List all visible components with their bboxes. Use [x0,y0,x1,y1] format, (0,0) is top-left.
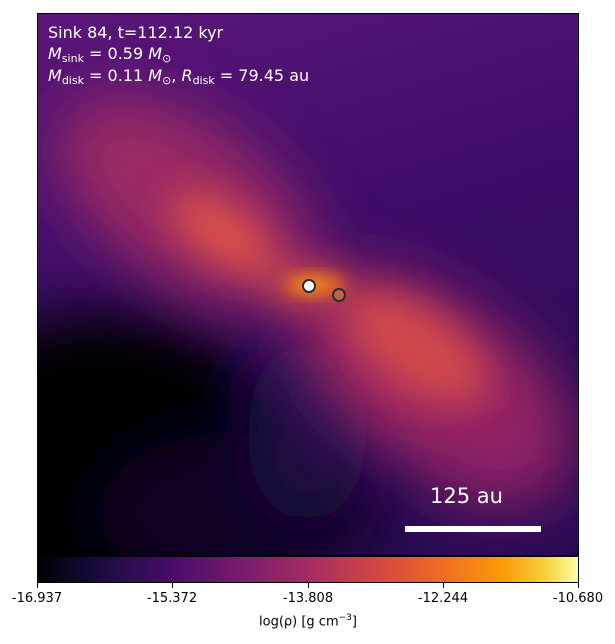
colorbar-tick-label: -16.937 [11,591,63,606]
colorbar-tick-label: -15.372 [146,591,198,606]
sink-marker-secondary [332,288,346,302]
disk-radius-unit: au [289,66,310,85]
density-field [38,14,578,555]
colorbar-tick [172,583,173,588]
sink-mass-annotation: Msink = 0.59 M⊙ [48,44,172,65]
disk-mass-value: 0.11 [107,66,144,85]
sink-marker-primary [302,279,316,293]
colorbar-tick [37,583,38,588]
scale-bar-label: 125 au [430,484,503,508]
colorbar-tick-label: -10.680 [552,591,604,606]
colorbar-label-exponent: −3 [338,613,352,623]
colorbar-tick [578,583,579,588]
scale-bar [405,526,541,532]
colorbar [37,556,579,583]
title-annotation: Sink 84, t=112.12 kyr [48,23,224,42]
colorbar-label-main: log(ρ) [g cm [259,614,339,630]
colorbar-label: log(ρ) [g cm−3] [259,613,357,629]
colorbar-tick [443,583,444,588]
colorbar-tick-label: -13.808 [282,591,334,606]
sink-mass-value: 0.59 [107,44,144,63]
disk-annotation: Mdisk = 0.11 M⊙, Rdisk = 79.45 au [48,66,310,87]
colorbar-tick [308,583,309,588]
colorbar-tick-label: -12.244 [417,591,469,606]
disk-radius-value: 79.45 [238,66,285,85]
density-map: Sink 84, t=112.12 kyr Msink = 0.59 M⊙ Md… [37,13,579,556]
colorbar-label-close: ] [351,614,357,630]
